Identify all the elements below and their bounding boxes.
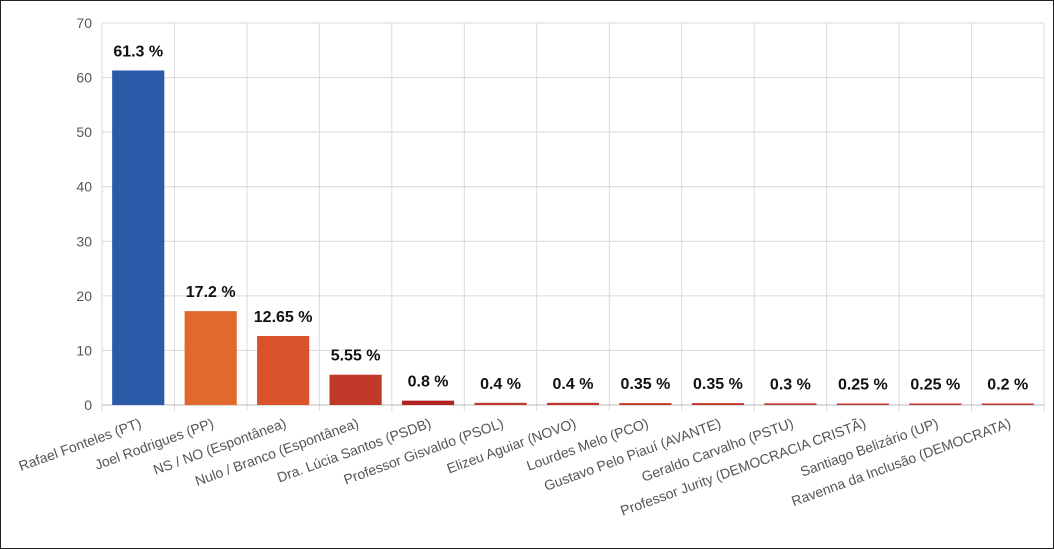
bar — [401, 400, 455, 405]
y-tick-label: 60 — [76, 70, 92, 86]
bar — [619, 403, 672, 405]
bar — [981, 403, 1034, 405]
data-label: 0.8 % — [408, 374, 449, 391]
data-label: 17.2 % — [186, 284, 236, 301]
data-label: 61.3 % — [113, 43, 163, 60]
y-tick-label: 10 — [76, 342, 92, 358]
bar — [112, 70, 165, 405]
data-label: 0.4 % — [553, 376, 594, 393]
bar — [764, 403, 817, 405]
y-tick-label: 40 — [76, 179, 92, 195]
bar — [257, 335, 310, 405]
bar — [909, 403, 962, 405]
y-tick-label: 20 — [76, 288, 92, 304]
data-label: 5.55 % — [331, 348, 381, 365]
data-label: 12.65 % — [254, 309, 313, 326]
y-tick-label: 30 — [76, 233, 92, 249]
bar — [329, 374, 382, 405]
bar — [184, 311, 237, 405]
data-label: 0.35 % — [693, 376, 743, 393]
data-label: 0.35 % — [621, 376, 671, 393]
y-tick-label: 50 — [76, 124, 92, 140]
data-label: 0.25 % — [910, 377, 960, 394]
data-label: 0.3 % — [770, 376, 811, 393]
bar — [836, 403, 889, 405]
data-label: 0.25 % — [838, 377, 888, 394]
data-label: 0.4 % — [480, 376, 521, 393]
y-tick-label: 70 — [76, 15, 92, 31]
data-label: 0.2 % — [987, 377, 1028, 394]
x-tick-label: Rafael Fonteles (PT) — [16, 415, 143, 474]
bar — [691, 403, 745, 405]
bar — [474, 402, 527, 405]
bar — [546, 402, 600, 405]
y-tick-label: 0 — [84, 397, 92, 413]
